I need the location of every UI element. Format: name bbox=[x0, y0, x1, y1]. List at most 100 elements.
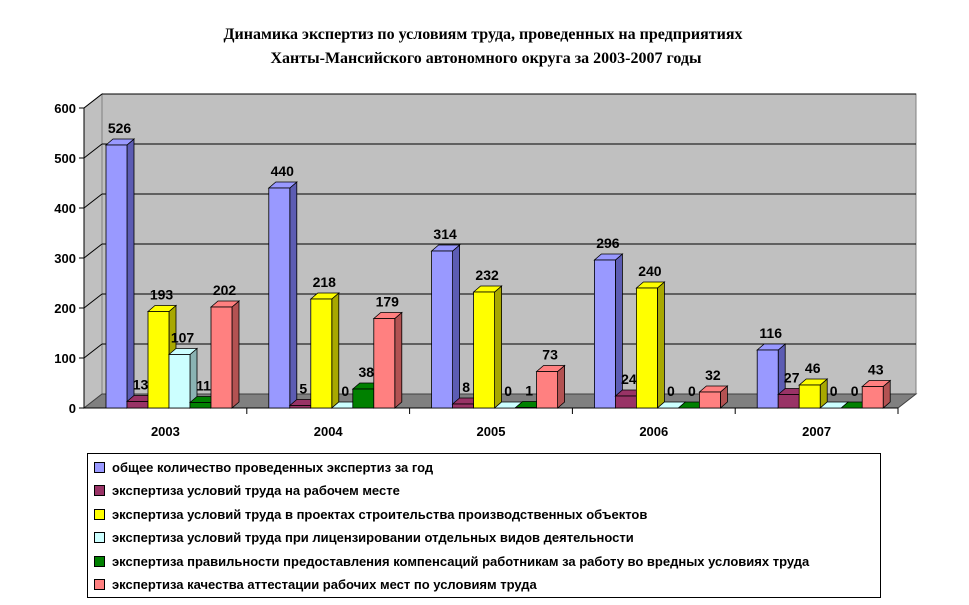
data-label: 46 bbox=[805, 360, 821, 376]
bar-front bbox=[289, 405, 312, 409]
bar-side bbox=[394, 311, 403, 409]
gridline-side bbox=[83, 193, 103, 209]
bar bbox=[698, 385, 729, 409]
data-label: 0 bbox=[851, 383, 859, 399]
data-label: 38 bbox=[359, 364, 375, 380]
y-tick-label: 0 bbox=[69, 401, 76, 416]
bar-front bbox=[310, 298, 333, 409]
x-tick-label: 2007 bbox=[802, 424, 831, 439]
y-tick-label: 400 bbox=[54, 201, 76, 216]
bar-front bbox=[168, 354, 191, 409]
legend-swatch-compensation bbox=[94, 555, 105, 567]
x-tick-label: 2003 bbox=[151, 424, 180, 439]
data-label: 32 bbox=[705, 367, 721, 383]
bar bbox=[798, 378, 829, 409]
gridline-side bbox=[83, 243, 103, 259]
data-label: 24 bbox=[621, 371, 637, 387]
bars bbox=[104, 138, 892, 409]
legend-label-compensation: экспертиза правильности предоставления к… bbox=[112, 553, 810, 569]
data-label: 0 bbox=[504, 383, 512, 399]
bar bbox=[104, 138, 136, 409]
legend-item-total: общее количество проведенных экспертиз з… bbox=[94, 457, 433, 477]
bar bbox=[635, 281, 666, 409]
bar-side bbox=[231, 300, 240, 409]
y-tick-label: 500 bbox=[54, 151, 76, 166]
y-tick-label: 600 bbox=[54, 101, 76, 116]
x-tick-label: 2006 bbox=[639, 424, 668, 439]
bar bbox=[372, 311, 403, 409]
bar-side bbox=[452, 244, 461, 409]
bar-front bbox=[515, 407, 537, 409]
bar-front bbox=[210, 306, 233, 409]
chart-title: Динамика экспертиз по условиям труда, пр… bbox=[224, 26, 743, 67]
bar-front bbox=[126, 401, 149, 409]
legend-item-compensation: экспертиза правильности предоставления к… bbox=[94, 551, 809, 571]
bar-side bbox=[494, 285, 503, 409]
bar-front bbox=[536, 371, 558, 409]
bar bbox=[472, 285, 503, 409]
data-label: 0 bbox=[667, 383, 675, 399]
data-label: 232 bbox=[475, 267, 499, 283]
legend-label-certification: экспертиза качества аттестации рабочих м… bbox=[112, 576, 537, 592]
legend-label-licensing: экспертиза условий труда при лицензирова… bbox=[112, 529, 634, 545]
bar bbox=[309, 292, 340, 409]
bar bbox=[167, 347, 199, 409]
x-tick-label: 2005 bbox=[477, 424, 506, 439]
bar-front bbox=[615, 395, 637, 409]
bar-front bbox=[594, 259, 616, 409]
legend-label-workplace: экспертиза условий труда на рабочем мест… bbox=[112, 482, 400, 498]
data-label: 314 bbox=[433, 226, 457, 242]
data-label: 0 bbox=[341, 383, 349, 399]
legend-swatch-construction bbox=[94, 508, 105, 520]
legend-item-certification: экспертиза качества аттестации рабочих м… bbox=[94, 574, 537, 594]
data-label: 526 bbox=[108, 120, 132, 136]
bar-front bbox=[105, 144, 128, 409]
legend: общее количество проведенных экспертиз з… bbox=[87, 453, 881, 598]
legend-item-workplace: экспертиза условий труда на рабочем мест… bbox=[94, 480, 400, 500]
bar-front bbox=[861, 386, 884, 409]
data-label: 202 bbox=[213, 282, 237, 298]
legend-item-licensing: экспертиза условий труда при лицензирова… bbox=[94, 527, 634, 547]
legend-swatch-total bbox=[94, 461, 105, 473]
data-label: 8 bbox=[462, 379, 470, 395]
legend-label-total: общее количество проведенных экспертиз з… bbox=[112, 459, 434, 475]
legend-swatch-certification bbox=[94, 578, 105, 590]
legend-swatch-licensing bbox=[94, 531, 105, 543]
bar-front bbox=[798, 384, 821, 409]
gridline-side bbox=[83, 343, 103, 359]
data-label: 116 bbox=[759, 325, 782, 341]
legend-swatch-workplace bbox=[94, 484, 105, 496]
bar-front bbox=[268, 187, 291, 409]
bar-front bbox=[777, 394, 800, 409]
data-label: 43 bbox=[868, 362, 884, 378]
y-tick-label: 300 bbox=[54, 251, 76, 266]
bar-front bbox=[756, 349, 779, 409]
legend-item-construction: экспертиза условий труда в проектах стро… bbox=[94, 504, 647, 524]
data-label: 107 bbox=[171, 330, 195, 346]
bar-front bbox=[473, 291, 496, 409]
data-label: 218 bbox=[313, 274, 337, 290]
bar bbox=[267, 181, 298, 409]
bar-side bbox=[289, 181, 298, 409]
data-label: 73 bbox=[542, 347, 558, 363]
gridline-side bbox=[83, 143, 103, 159]
data-label: 27 bbox=[784, 370, 800, 386]
bar-front bbox=[147, 311, 170, 409]
bar bbox=[535, 364, 566, 409]
bar bbox=[861, 379, 892, 409]
data-label: 13 bbox=[133, 377, 149, 393]
y-tick-label: 200 bbox=[54, 301, 76, 316]
bar-front bbox=[352, 388, 375, 409]
data-label: 193 bbox=[150, 287, 174, 303]
bar-side bbox=[331, 292, 340, 409]
bar bbox=[593, 253, 624, 409]
bar-front bbox=[452, 403, 475, 409]
bar-front bbox=[189, 402, 212, 409]
bar-front bbox=[431, 250, 454, 409]
x-tick-label: 2004 bbox=[314, 424, 344, 439]
data-label: 0 bbox=[688, 383, 696, 399]
bar-front bbox=[699, 391, 721, 409]
legend-label-construction: экспертиза условий труда в проектах стро… bbox=[112, 506, 648, 522]
